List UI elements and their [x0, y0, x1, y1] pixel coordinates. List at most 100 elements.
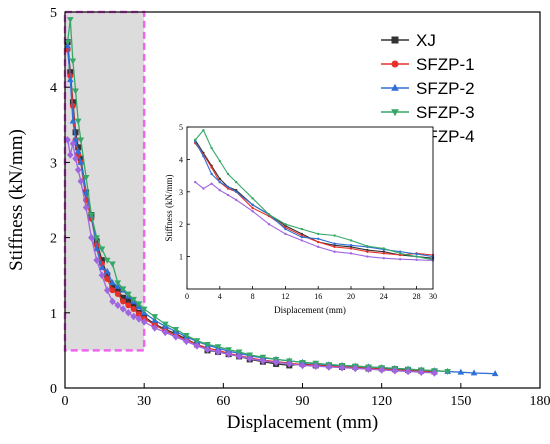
inset-data-point [227, 194, 229, 196]
inset-data-point [227, 186, 229, 188]
y-tick-label: 5 [50, 6, 57, 21]
inset-data-point [366, 251, 368, 253]
y-tick-label: 0 [50, 382, 57, 397]
inset-data-point [235, 191, 237, 193]
inset-data-point [383, 252, 385, 254]
inset-data-point [219, 189, 221, 191]
inset-data-point [333, 234, 335, 236]
inset-x-tick-label: 28 [413, 292, 421, 301]
x-tick-label: 90 [296, 394, 310, 409]
inset-data-point [350, 239, 352, 241]
legend-item: XJ [381, 31, 436, 50]
y-tick-label: 4 [50, 81, 57, 96]
legend-item: SFZP-3 [381, 103, 475, 122]
inset-data-point [210, 147, 212, 149]
inset-x-tick-label: 16 [314, 292, 322, 301]
y-tick-label: 3 [50, 156, 57, 171]
inset-x-tick-label: 4 [218, 292, 222, 301]
inset-data-point [210, 166, 212, 168]
x-axis-title: Displacement (mm) [227, 412, 378, 433]
inset-data-point [415, 253, 417, 255]
inset-y-tick-label: 2 [179, 220, 183, 229]
inset-data-point [333, 246, 335, 248]
inset-data-point [210, 173, 212, 175]
inset-background [187, 127, 433, 289]
inset-data-point [317, 246, 319, 248]
inset-data-point [415, 255, 417, 257]
inset-data-point [235, 199, 237, 201]
inset-data-point [333, 251, 335, 253]
inset-y-tick-label: 3 [179, 188, 183, 197]
x-tick-label: 0 [62, 394, 69, 409]
inset-data-point [194, 139, 196, 141]
inset-data-point [194, 181, 196, 183]
legend-label: SFZP-1 [416, 55, 475, 74]
inset-data-point [268, 213, 270, 215]
legend-label: SFZP-3 [416, 103, 475, 122]
inset-y-axis-title: Stiffness (kN/mm) [164, 174, 174, 241]
inset-data-point [383, 257, 385, 259]
inset-x-tick-label: 30 [429, 292, 437, 301]
inset-data-point [317, 238, 319, 240]
inset-data-point [235, 181, 237, 183]
inset-data-point [333, 242, 335, 244]
x-tick-label: 180 [530, 394, 550, 409]
inset-x-tick-label: 20 [347, 292, 355, 301]
inset-data-point [366, 245, 368, 247]
inset-data-point [366, 255, 368, 257]
inset-data-point [268, 223, 270, 225]
inset-data-point [251, 197, 253, 199]
inset-x-tick-label: 12 [281, 292, 289, 301]
inset-y-tick-label: 4 [179, 155, 183, 164]
x-tick-label: 150 [450, 394, 471, 409]
y-tick-label: 2 [50, 232, 57, 247]
data-point [70, 103, 76, 109]
legend-item: SFZP-1 [381, 55, 475, 74]
inset-data-point [284, 233, 286, 235]
inset-data-point [399, 258, 401, 260]
inset-data-point [301, 236, 303, 238]
inset-data-point [202, 155, 204, 157]
inset-data-point [301, 228, 303, 230]
inset-data-point [219, 181, 221, 183]
inset-data-point [383, 247, 385, 249]
inset-x-tick-label: 8 [251, 292, 255, 301]
inset-data-point [210, 183, 212, 185]
inset-data-point [284, 228, 286, 230]
inset-data-point [415, 259, 417, 261]
inset-data-point [301, 239, 303, 241]
inset-data-point [350, 252, 352, 254]
data-point [115, 291, 121, 297]
legend-label: XJ [416, 31, 436, 50]
inset-y-tick-label: 5 [179, 123, 183, 132]
data-point [125, 302, 131, 308]
legend-item: SFZP-2 [381, 79, 475, 98]
inset-data-point [227, 173, 229, 175]
x-tick-label: 120 [371, 394, 392, 409]
inset-data-point [251, 210, 253, 212]
inset-data-point [399, 252, 401, 254]
inset-x-axis-title: Displacement (mm) [274, 305, 346, 315]
x-tick-label: 60 [216, 394, 230, 409]
legend-label: SFZP-2 [416, 79, 475, 98]
inset-data-point [350, 247, 352, 249]
inset-data-point [219, 160, 221, 162]
inset-data-point [317, 241, 319, 243]
legend-marker [392, 61, 399, 68]
legend-marker [392, 37, 399, 44]
inset-data-point [317, 233, 319, 235]
inset-data-point [284, 223, 286, 225]
y-tick-label: 1 [50, 307, 57, 322]
inset-y-tick-label: 1 [179, 253, 183, 262]
data-point [120, 299, 126, 305]
inset-data-point [202, 129, 204, 131]
inset-x-tick-label: 0 [185, 292, 189, 301]
y-axis-title: Stiffness (kN/mm) [6, 129, 27, 271]
inset-x-tick-label: 24 [380, 292, 388, 301]
inset-data-point [251, 207, 253, 209]
inset-data-point [350, 244, 352, 246]
inset-data-point [251, 204, 253, 206]
